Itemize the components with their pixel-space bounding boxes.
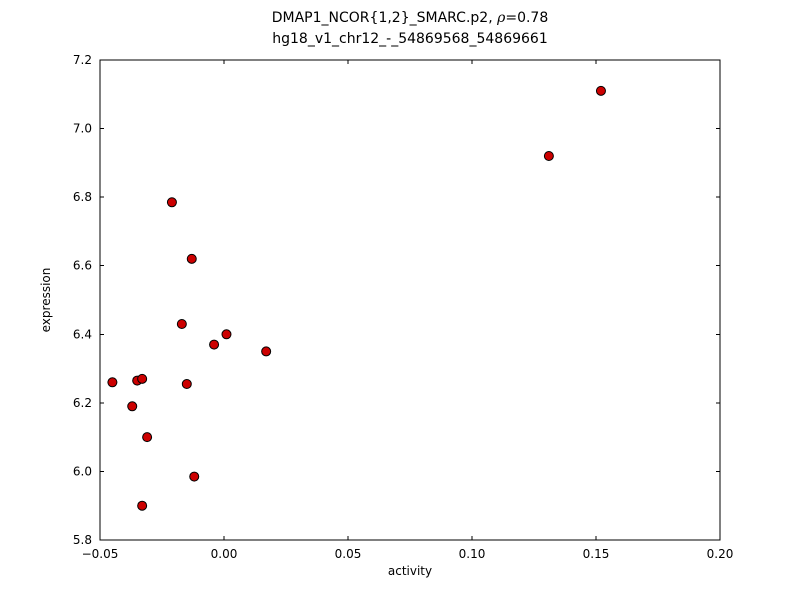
x-tick-label: 0.10 <box>459 547 486 561</box>
data-point <box>127 401 138 412</box>
title-line-2: hg18_v1_chr12_-_54869568_54869661 <box>272 31 548 47</box>
data-point <box>137 373 148 384</box>
data-point <box>595 85 606 96</box>
data-point <box>107 377 118 388</box>
data-point <box>186 253 197 264</box>
y-tick-label: 6.6 <box>73 259 92 273</box>
data-point <box>261 346 272 357</box>
rho-symbol: ρ <box>497 10 506 26</box>
y-tick-label: 7.0 <box>73 122 92 136</box>
data-point <box>181 379 192 389</box>
x-tick-label: 0.00 <box>211 547 238 561</box>
x-tick-label: 0.15 <box>583 547 610 561</box>
y-axis-label: expression <box>39 267 53 333</box>
y-tick-label: 5.8 <box>73 533 92 547</box>
y-tick-label: 6.0 <box>73 464 92 478</box>
data-point <box>176 319 187 329</box>
axes-frame <box>99 59 721 541</box>
data-point <box>221 329 232 340</box>
title-line-1: DMAP1_NCOR{1,2}_SMARC.p2, ρ=0.78 <box>100 8 720 29</box>
y-tick-label: 6.4 <box>73 327 92 341</box>
data-point <box>166 197 177 208</box>
y-tick-label: 6.2 <box>73 396 92 410</box>
data-point <box>142 432 153 443</box>
x-tick-label: −0.05 <box>82 547 119 561</box>
x-axis-label: activity <box>387 564 433 578</box>
y-tick-label: 6.8 <box>73 190 92 204</box>
data-point <box>189 471 200 482</box>
rho-value: =0.78 <box>505 10 549 26</box>
x-tick-label: 0.20 <box>707 547 734 561</box>
title-prefix: DMAP1_NCOR{1,2}_SMARC.p2, <box>271 10 498 26</box>
data-point <box>543 151 554 161</box>
data-point <box>209 339 220 350</box>
x-tick-label: 0.05 <box>335 547 362 561</box>
y-tick-label: 7.2 <box>73 53 92 67</box>
chart-title: DMAP1_NCOR{1,2}_SMARC.p2, ρ=0.78 hg18_v1… <box>100 8 720 50</box>
data-point <box>137 500 148 511</box>
